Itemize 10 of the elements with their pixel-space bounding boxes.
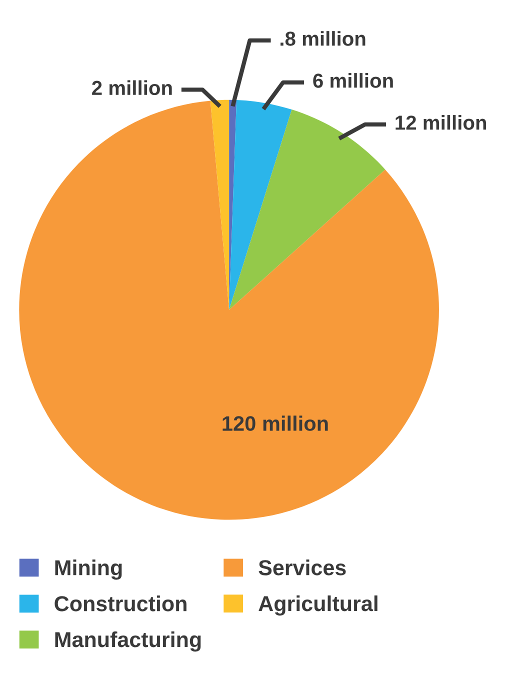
legend-label: Construction [54, 596, 186, 612]
data-label: .8 million [280, 31, 366, 46]
data-label: 120 million [222, 416, 328, 431]
legend-label: Agricultural [258, 595, 378, 616]
data-label: 6 million [313, 73, 393, 88]
legend-label: Mining [55, 560, 122, 580]
legend-label: Manufacturing [55, 631, 201, 652]
legend-label: Services [258, 560, 346, 576]
data-label: 12 million [396, 115, 486, 130]
data-label: 2 million [92, 80, 172, 96]
